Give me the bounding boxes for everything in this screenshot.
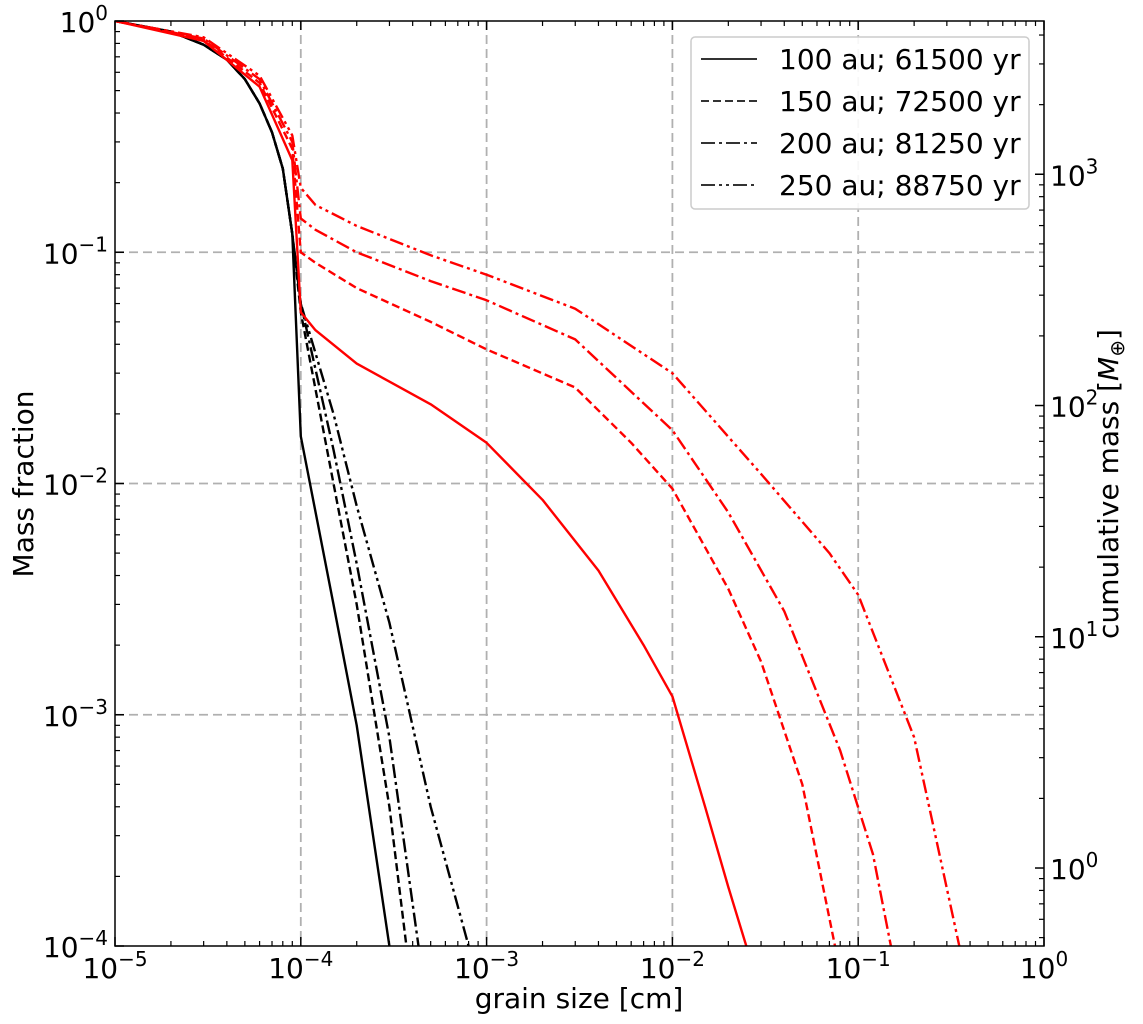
y-tick-label: 10−4 (43, 926, 108, 964)
x-tick-label-base: 10 (640, 952, 676, 985)
y-tick-label-base: 10 (60, 6, 96, 39)
x-tick-label-base: 10 (1020, 952, 1056, 985)
legend-box (690, 36, 1030, 210)
right-tick-label: 101 (1050, 617, 1098, 655)
y-tick-label-base: 10 (43, 469, 79, 502)
tick-labels: 10−5 10−4 10−3 10−2 10−1 10010−410−310−210−11… (43, 1, 1099, 985)
y-tick-label: 100 (60, 1, 108, 39)
right-axis-title-symbol: M (1092, 357, 1125, 381)
x-tick-label-exponent: −3 (490, 947, 519, 971)
y-tick-label-base: 10 (43, 931, 79, 964)
x-tick-label-exponent: −5 (118, 947, 147, 971)
x-tick-label-base: 10 (826, 952, 862, 985)
right-tick-label: 102 (1050, 386, 1098, 424)
x-tick-label: 100 (1020, 947, 1068, 985)
legend: 100 au; 61500 yr 150 au; 72500 yr 200 au; … (690, 36, 1030, 210)
y-tick-label-exponent: −2 (79, 464, 108, 488)
x-tick-label-base: 10 (268, 952, 304, 985)
y-tick-label-exponent: −1 (79, 232, 108, 256)
right-tick-label-exponent: 1 (1086, 617, 1099, 641)
right-tick-label-exponent: 0 (1086, 848, 1099, 872)
x-tick-label-base: 10 (82, 952, 118, 985)
right-tick-label-base: 10 (1050, 159, 1086, 192)
right-tick-label-base: 10 (1050, 622, 1086, 655)
x-tick-label: 10−5 (82, 947, 147, 985)
series-line-red-dashdotdot (115, 21, 961, 946)
series-line-red-solid (115, 21, 748, 946)
y-tick-label-exponent: −4 (79, 926, 108, 950)
minor-ticks (115, 21, 1044, 946)
x-tick-label: 10−4 (268, 947, 333, 985)
y-axis-title: Mass fraction (7, 391, 40, 578)
y-tick-label-base: 10 (43, 700, 79, 733)
x-tick-label: 10−2 (640, 947, 705, 985)
y-tick-label-base: 10 (43, 237, 79, 270)
y-tick-label-exponent: 0 (95, 1, 108, 25)
x-tick-label-exponent: −2 (675, 947, 704, 971)
right-tick-label: 100 (1050, 848, 1098, 886)
x-tick-label-exponent: −1 (861, 947, 890, 971)
x-tick-label: 10−1 (826, 947, 891, 985)
x-tick-label-exponent: −4 (304, 947, 333, 971)
series-line-red-dashdot (115, 21, 893, 946)
x-tick-label-exponent: 0 (1055, 947, 1068, 971)
x-axis-title: grain size [cm] (475, 982, 684, 1015)
major-ticks (114, 20, 1045, 947)
right-axis-title: cumulative mass [M⊕] (1092, 329, 1129, 639)
right-tick-label-base: 10 (1050, 391, 1086, 424)
y-tick-label-exponent: −3 (79, 695, 108, 719)
x-tick-label-base: 10 (454, 952, 490, 985)
series-line-black-dashdotdot (115, 21, 470, 946)
y-tick-label: 10−3 (43, 695, 108, 733)
series-group (115, 21, 961, 946)
series-line-red-dashed (115, 21, 837, 946)
y-tick-label: 10−2 (43, 464, 108, 502)
legend-label: 100 au; 61500 yr (779, 43, 1021, 76)
legend-label: 200 au; 81250 yr (779, 127, 1021, 160)
y-tick-label: 10−1 (43, 232, 108, 270)
legend-label: 250 au; 88750 yr (779, 169, 1021, 202)
right-tick-label-exponent: 3 (1086, 154, 1099, 178)
right-axis-title-subscript: ⊕ (1105, 340, 1129, 357)
right-axis-title-text: cumulative mass [ (1092, 381, 1125, 639)
right-tick-label: 103 (1050, 154, 1098, 192)
right-axis-title-close: ] (1092, 329, 1125, 340)
legend-label: 150 au; 72500 yr (779, 85, 1021, 118)
x-tick-label: 10−3 (454, 947, 519, 985)
right-tick-label-exponent: 2 (1086, 386, 1099, 410)
right-tick-label-base: 10 (1050, 853, 1086, 886)
